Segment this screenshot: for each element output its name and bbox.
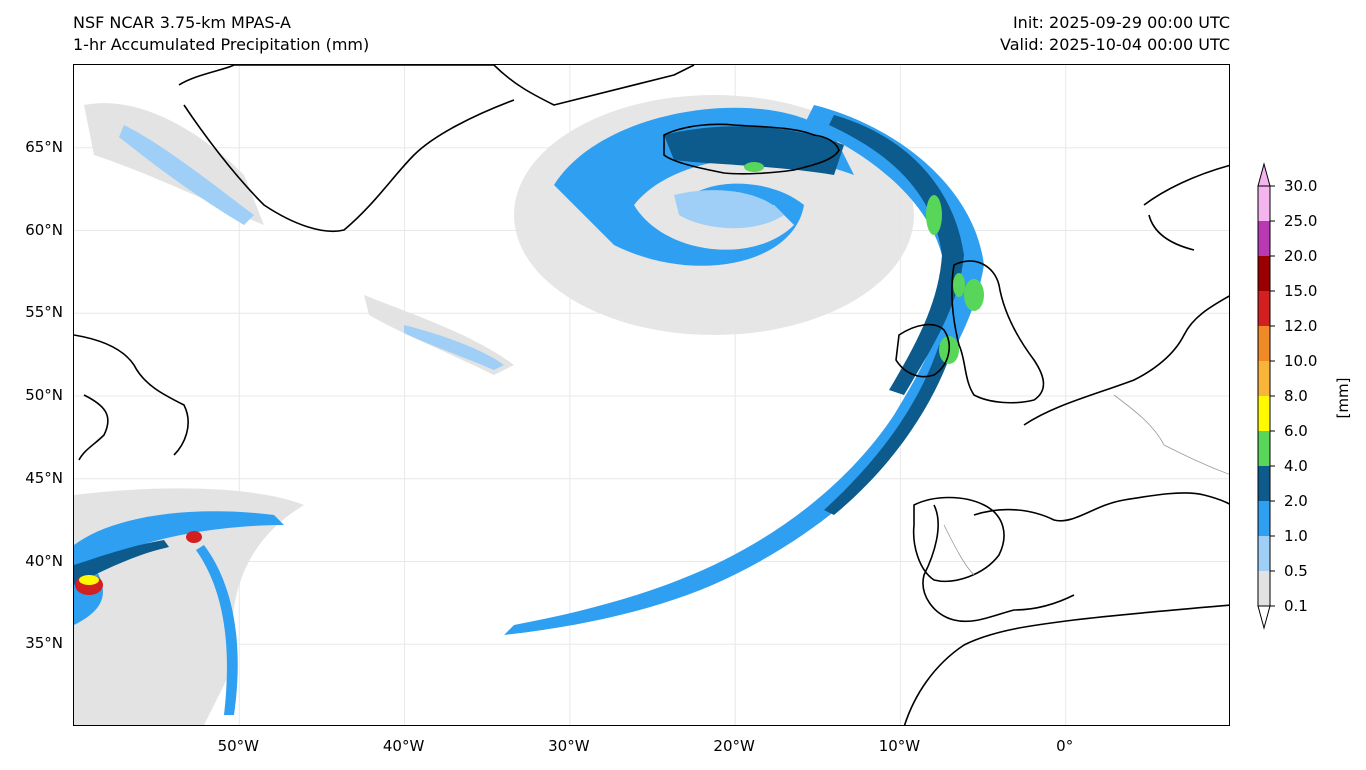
lat-tick-label: 60°N [25,220,63,239]
coast-norway [1143,164,1229,251]
precip-map [74,65,1229,725]
colorbar-segment [1258,501,1270,536]
country-borders [943,394,1229,576]
colorbar-extend-max [1257,162,1271,187]
lat-tick-label: 40°N [25,551,63,570]
colorbar [1257,162,1275,630]
lon-tick-label: 0° [1056,737,1074,755]
colorbar-level-label: 0.1 [1284,597,1308,615]
lon-tick-label: 10°W [878,737,921,755]
colorbar-level-label: 30.0 [1284,177,1318,195]
colorbar-segment [1258,221,1270,256]
colorbar-segment [1258,326,1270,361]
map-panel [73,64,1230,726]
coast-britain [951,260,1045,404]
field-title: 1-hr Accumulated Precipitation (mm) [73,35,370,54]
colorbar-level-label: 0.5 [1284,562,1308,580]
colorbar-level-label: 1.0 [1284,527,1308,545]
lat-tick-label: 55°N [25,303,63,322]
colorbar-segment [1258,291,1270,326]
colorbar-segment [1258,466,1270,501]
valid-time: Valid: 2025-10-04 00:00 UTC [999,35,1230,54]
coast-greenland [178,65,695,233]
precip-cell-1 [926,195,942,235]
coastlines [74,65,1229,725]
colorbar-segment [1258,256,1270,291]
precip-sw-red2 [186,531,202,543]
colorbar-segment [1258,571,1270,606]
colorbar-units: [mm] [1334,377,1352,419]
colorbar-level-label: 4.0 [1284,457,1308,475]
colorbar-segment [1258,186,1270,221]
precip-cell-5 [744,162,764,172]
precip-cyclone-inner [674,190,784,229]
coast-iberia [912,496,1005,582]
precip-sw-storm [74,511,284,625]
colorbar-level-label: 12.0 [1284,317,1318,335]
colorbar-segment [1258,396,1270,431]
colorbar-level-label: 25.0 [1284,212,1318,230]
coast-africa [903,604,1229,725]
coast-iceland [663,123,840,175]
precip-sw-bands [196,545,238,715]
title-right: Init: 2025-09-29 00:00 UTC Valid: 2025-1… [1000,12,1230,56]
border-1 [1113,394,1165,446]
colorbar-segment [1258,536,1270,571]
precip-sw-storm-core [74,540,169,585]
precip-streak-mid2 [404,325,504,370]
coast-ireland [895,323,950,378]
colorbar-level-label: 15.0 [1284,282,1318,300]
lon-tick-label: 40°W [382,737,425,755]
lon-tick-label: 30°W [548,737,590,755]
colorbar-level-label: 6.0 [1284,422,1308,440]
colorbar-segment [1258,431,1270,466]
border-3 [943,524,975,576]
precip-cell-3 [964,279,984,311]
lon-tick-label: 50°W [217,737,259,755]
precip-sw-yellow [79,575,99,585]
colorbar-extend-min [1257,605,1271,630]
lat-tick-label: 35°N [25,634,63,653]
colorbar-level-label: 8.0 [1284,387,1308,405]
precip-cell-2 [953,273,965,297]
init-time: Init: 2025-09-29 00:00 UTC [1012,13,1230,32]
precip-light-greenland2 [119,125,254,225]
colorbar-level-label: 2.0 [1284,492,1308,510]
coast-newfoundland [74,334,189,461]
lat-tick-label: 65°N [25,137,63,156]
precip-shading [74,95,984,725]
title-left: NSF NCAR 3.75-km MPAS-A 1-hr Accumulated… [73,12,369,56]
colorbar-level-label: 10.0 [1284,352,1318,370]
colorbar-level-label: 20.0 [1284,247,1318,265]
lat-tick-label: 45°N [25,468,63,487]
precip-iceland [664,126,844,175]
precip-front-edge [824,345,954,515]
border-2 [1163,444,1229,475]
coast-europe [922,295,1229,623]
colorbar-segment [1258,361,1270,396]
lat-tick-label: 50°N [25,386,63,404]
lon-tick-label: 20°W [713,737,755,755]
model-title: NSF NCAR 3.75-km MPAS-A [73,13,291,32]
